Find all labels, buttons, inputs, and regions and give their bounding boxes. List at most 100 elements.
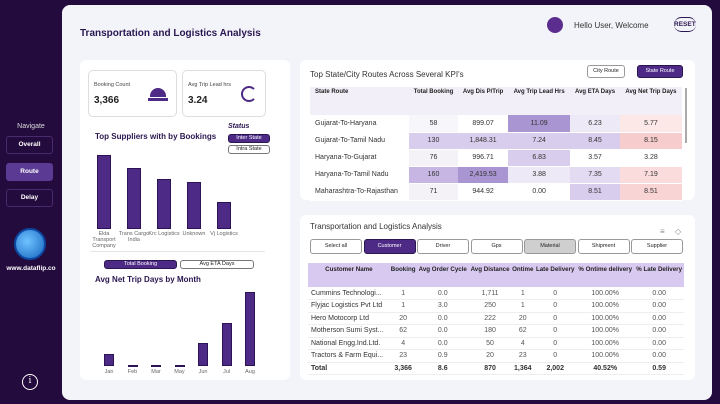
customer-cell: National Engg.Ind.Ltd. — [308, 337, 390, 350]
kpi-booking-count: Booking Count 3,366 — [88, 70, 177, 117]
status-inter-state[interactable]: Inter State — [228, 134, 270, 143]
customer-cell: 4 — [389, 337, 417, 350]
filter-icon[interactable]: ≡ — [660, 227, 665, 236]
routes-col-header[interactable]: Avg Net Trip Days — [619, 87, 682, 115]
info-icon[interactable]: i — [22, 374, 38, 390]
month-bar[interactable] — [127, 365, 138, 367]
divider — [90, 251, 265, 252]
customer-cell: 1 — [389, 287, 417, 300]
month-label: Jul — [222, 369, 231, 375]
filter-select-all-button[interactable]: Select all — [310, 239, 362, 254]
month-label: May — [174, 369, 185, 375]
month-bar[interactable] — [151, 365, 161, 367]
routes-col-header[interactable]: Total Booking — [408, 87, 459, 115]
total-cell: Total — [308, 361, 390, 375]
filter-supplier-button[interactable]: Supplier — [631, 239, 683, 254]
city-route-button[interactable]: City Route — [587, 65, 625, 78]
supplier-bar[interactable] — [127, 168, 141, 229]
route-row[interactable]: Haryana-To-Gujarat 76 996.71 6.83 3.57 3.28 — [310, 149, 682, 167]
route-cell: 899.07 — [458, 115, 509, 133]
customer-col-header[interactable]: Late Delivery — [534, 263, 577, 287]
route-cell: 11.09 — [508, 115, 571, 133]
total-cell: 1,364 — [511, 361, 535, 375]
customer-col-header[interactable]: Customer Name — [308, 263, 390, 287]
route-row[interactable]: Maharashtra-To-Rajasthan 71 944.92 0.00 8.51… — [310, 183, 682, 201]
route-cell: Maharashtra-To-Rajasthan — [310, 183, 409, 201]
reset-button[interactable]: RESET — [674, 17, 696, 32]
customer-col-header[interactable]: % Ontime delivery — [576, 263, 635, 287]
customer-row[interactable]: Cummins Technologi... 1 0.0 1,711 1 0 100.00% 0… — [308, 287, 684, 300]
month-label: Feb — [127, 369, 138, 375]
clock-icon — [241, 86, 257, 102]
routes-col-header[interactable]: Avg ETA Days — [570, 87, 620, 115]
customer-cell: 23 — [389, 349, 417, 363]
filter-driver-button[interactable]: Driver — [417, 239, 469, 254]
routes-col-header[interactable]: State Route — [310, 87, 409, 115]
month-label: Jan — [104, 369, 114, 375]
left-panel: Booking Count 3,366 Avg Trip Lead hrs 3.… — [80, 60, 290, 380]
customer-col-header[interactable]: Avg Distance — [468, 263, 512, 287]
customer-cell: 0.9 — [416, 349, 469, 363]
customer-cell: 0.0 — [416, 287, 469, 300]
toggle-avg-eta-days[interactable]: Avg ETA Days — [180, 260, 254, 269]
supplier-bar[interactable] — [187, 182, 201, 229]
website-link[interactable]: www.dataflip.co — [6, 265, 56, 272]
nav-route-button[interactable]: Route — [6, 163, 53, 181]
nav-overall-button[interactable]: Overall — [6, 136, 53, 154]
nav-delay-button[interactable]: Delay — [6, 189, 53, 207]
kpi-label: Avg Trip Lead hrs — [188, 82, 232, 88]
state-route-button[interactable]: State Route — [637, 65, 683, 78]
customer-row[interactable]: Hero Motocorp Ltd 20 0.0 222 20 0 100.00% 0.00 — [308, 312, 684, 325]
month-label: Mar — [151, 369, 161, 375]
customer-col-header[interactable]: % Late Delivery — [634, 263, 684, 287]
month-bar[interactable] — [245, 292, 255, 366]
page-title: Transportation and Logistics Analysis — [80, 28, 261, 39]
toggle-total-booking[interactable]: Total Booking — [104, 260, 177, 269]
route-cell: 8.15 — [619, 132, 682, 150]
supplier-bar[interactable] — [217, 202, 231, 229]
customer-col-header[interactable]: Avg Order Cycle — [416, 263, 469, 287]
month-label: Jun — [198, 369, 208, 375]
customer-cell: 0.00 — [634, 324, 684, 338]
customer-row[interactable]: Motherson Sumi Syst... 62 0.0 180 62 0 100.00%… — [308, 324, 684, 338]
month-bar[interactable] — [104, 354, 114, 366]
customer-cell: Flyjac Logistics Pvt Ltd — [308, 299, 390, 313]
routes-col-header[interactable]: Avg Dis P/Trip — [458, 87, 509, 115]
month-bar[interactable] — [174, 365, 185, 367]
route-cell: 2,419.53 — [458, 166, 509, 184]
customer-cell: 0.0 — [416, 312, 469, 325]
status-intra-state[interactable]: Intra State — [228, 145, 270, 154]
customer-table: Customer Name Booking Avg Order Cycle Avg D… — [308, 263, 684, 375]
supplier-bar[interactable] — [157, 179, 171, 229]
filter-customer-button[interactable]: Customer — [363, 239, 416, 254]
customer-row[interactable]: Flyjac Logistics Pvt Ltd 1 3.0 250 1 0 100.00%… — [308, 299, 684, 313]
route-cell: 3.88 — [508, 166, 571, 184]
analysis-panel: Transportation and Logistics Analysis ≡ … — [300, 215, 695, 380]
navigate-label: Navigate — [17, 123, 45, 130]
month-label: Aug — [245, 369, 255, 375]
bell-icon — [150, 88, 166, 97]
month-chart-title: Avg Net Trip Days by Month — [95, 275, 201, 284]
customer-cell: 0 — [534, 349, 577, 363]
customer-row[interactable]: Tractors & Farm Equi... 23 0.9 20 23 0 100.00%… — [308, 349, 684, 363]
customer-cell: Motherson Sumi Syst... — [308, 324, 390, 338]
month-bar[interactable] — [198, 343, 208, 366]
month-bar[interactable] — [221, 322, 232, 366]
filter-gps-button[interactable]: Gps — [470, 239, 523, 254]
supplier-bar[interactable] — [97, 155, 111, 229]
scrollbar[interactable] — [685, 88, 687, 143]
customer-col-header[interactable]: Booking — [389, 263, 417, 287]
filter-material-button[interactable]: Material — [524, 239, 576, 254]
filter-shipment-button[interactable]: Shipment — [577, 239, 630, 254]
routes-col-header[interactable]: Avg Trip Lead Hrs — [508, 87, 571, 115]
eraser-icon[interactable]: ◇ — [675, 227, 682, 236]
route-cell: 5.77 — [619, 115, 682, 133]
customer-row[interactable]: National Engg.Ind.Ltd. 4 0.0 50 4 0 100.00% 0.0… — [308, 337, 684, 350]
route-row[interactable]: Gujarat-To-Tamil Nadu 130 1,848.31 7.24 8.45… — [310, 132, 682, 150]
customer-cell: 100.00% — [576, 287, 635, 300]
route-row[interactable]: Gujarat-To-Haryana 58 899.07 11.09 6.23 5.77 — [310, 115, 682, 133]
globe-logo-icon — [14, 228, 46, 260]
customer-col-header[interactable]: Ontime — [511, 263, 535, 287]
route-row[interactable]: Haryana-To-Tamil Nadu 160 2,419.53 3.88 7.35… — [310, 166, 682, 184]
customer-cell: 0 — [534, 312, 577, 325]
